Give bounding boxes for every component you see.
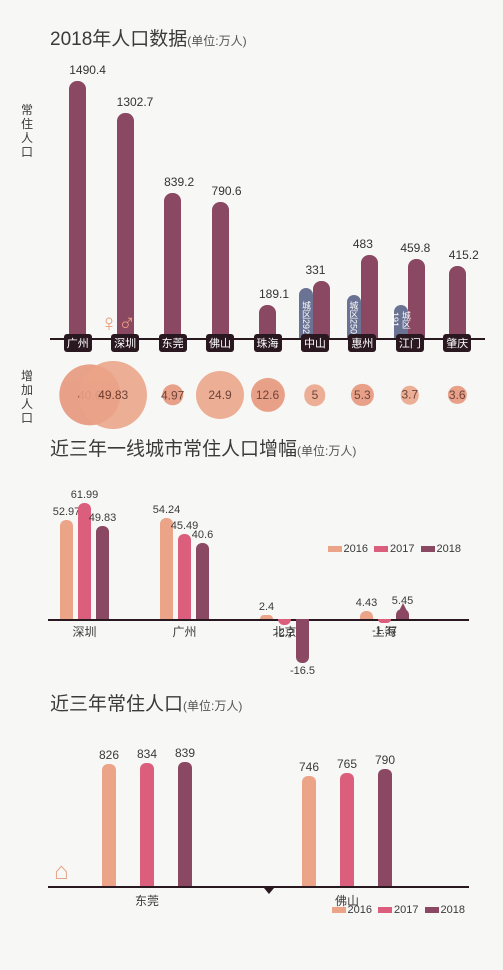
chart1-bar: 331	[313, 261, 330, 338]
chart1-bar: 1302.7	[117, 93, 134, 338]
chart1-title: 2018年人口数据(单位:万人)	[50, 24, 489, 51]
chart2-value-label: -16.5	[65, 665, 503, 677]
chart1-xlabel: 东莞	[159, 334, 187, 352]
chart1-value-label: 189.1	[259, 287, 289, 301]
chart3-axis	[48, 886, 469, 888]
arrow-up-icon	[398, 603, 408, 613]
chart1-xlabel: 江门	[396, 334, 424, 352]
chart1-title-unit: (单位:万人)	[187, 34, 246, 48]
chart1-ylabel-top: 常住人口	[20, 103, 34, 159]
chart2-value-label: 54.24	[0, 504, 404, 516]
chart1-xlabel: 珠海	[254, 334, 282, 352]
chart3-bar	[140, 763, 154, 886]
chart2-legend-item: 2017	[374, 543, 414, 555]
chart2-legend-item: 2016	[328, 543, 368, 555]
chart1-xlabel: 深圳	[111, 334, 139, 352]
chart1-xlabel: 肇庆	[443, 334, 471, 352]
chart1-bar: 1490.4	[69, 61, 86, 338]
chart2-title-main: 近三年一线城市常住人口增幅	[50, 439, 297, 460]
chart1-value-label: 415.2	[449, 248, 479, 262]
chart3-title-unit: (单位:万人)	[183, 699, 242, 713]
chart1-ylabel-bottom: 增加人口	[20, 369, 34, 425]
chart3-legend: 2016 2017 2018	[326, 904, 465, 916]
chart2-bar	[260, 615, 273, 619]
chart2-legend-item: 2018	[421, 543, 461, 555]
chart3-bar	[340, 773, 354, 886]
chart1-bar: 839.2	[164, 173, 181, 338]
chart1-value-label: 483	[353, 237, 373, 251]
chart1-bubble: 5	[304, 384, 326, 406]
chart2-value-label: -1.37	[147, 625, 503, 637]
chart1-bar: 189.1	[259, 285, 276, 338]
triangle-marker-icon	[264, 888, 274, 894]
chart1-inner-label: 城区292	[300, 301, 313, 338]
chart2-legend: 2016 2017 2018	[322, 543, 461, 555]
house-icon: ⌂	[54, 858, 69, 886]
chart2-bar	[360, 611, 373, 619]
chart1-aux-bar: 城区191	[394, 303, 408, 338]
chart1-aux-bar: 城区250	[347, 293, 361, 338]
chart1-xlabel: 中山	[301, 334, 329, 352]
chart3-bar	[302, 776, 316, 886]
chart3-legend-item: 2017	[378, 904, 418, 916]
chart1-bubble: 5.3	[351, 384, 373, 406]
chart1-xlabel: 广州	[64, 334, 92, 352]
chart3-bar	[378, 769, 392, 886]
chart1-bubble: 4.97	[162, 384, 183, 405]
chart3-title: 近三年常住人口(单位:万人)	[50, 689, 489, 716]
chart1-xlabel: 惠州	[348, 334, 376, 352]
chart2-value-label: 61.99	[0, 489, 322, 501]
chart1-bar: 483	[361, 235, 378, 338]
chart2-title: 近三年一线城市常住人口增幅(单位:万人)	[50, 434, 489, 461]
chart1-bubble: 3.7	[401, 386, 420, 405]
chart1-bubble: 12.6	[250, 378, 284, 412]
chart1-value-label: 331	[305, 263, 325, 277]
chart3-legend-item: 2018	[425, 904, 465, 916]
chart1-bubble: 49.83	[79, 361, 147, 429]
chart1-value-label: 1490.4	[69, 63, 106, 77]
chart1-value-label: 839.2	[164, 175, 194, 189]
chart3-bar	[178, 762, 192, 886]
chart1-value-label: 1302.7	[117, 95, 154, 109]
chart1-bar: 790.6	[212, 182, 229, 338]
chart2-axis	[48, 619, 469, 621]
chart2-value-label: 5.45	[165, 595, 503, 607]
chart2-xlabel: 上海	[372, 623, 396, 640]
chart1-bubble: 3.6	[448, 386, 466, 404]
chart2-title-unit: (单位:万人)	[297, 444, 356, 458]
chart3-legend-item: 2016	[332, 904, 372, 916]
chart1-inner-label: 城区250	[347, 301, 360, 338]
chart3-xlabel: 东莞	[135, 892, 159, 909]
chart1: 常住人口 增加人口 1490.4 1302.7 839.2 790.6 189.1 331…	[14, 59, 489, 434]
chart2: 52.9761.9949.83深圳54.2445.4940.6广州2.4-2.2…	[14, 479, 489, 689]
chart1-title-main: 2018年人口数据	[50, 29, 187, 50]
chart1-bar: 415.2	[449, 246, 466, 338]
chart3-title-main: 近三年常住人口	[50, 694, 183, 715]
chart1-aux-bar: 城区292	[299, 286, 313, 338]
chart2-value-label: 40.6	[0, 529, 440, 541]
chart3: 826834839东莞746765790佛山⌂ 201620172018	[14, 736, 489, 924]
chart1-xlabel: 佛山	[206, 334, 234, 352]
chart3-value-label: 790	[148, 753, 503, 767]
chart1-value-label: 459.8	[400, 241, 430, 255]
chart3-bar	[102, 764, 116, 886]
chart1-value-label: 790.6	[212, 184, 242, 198]
chart1-bubble: 24.9	[196, 371, 244, 419]
